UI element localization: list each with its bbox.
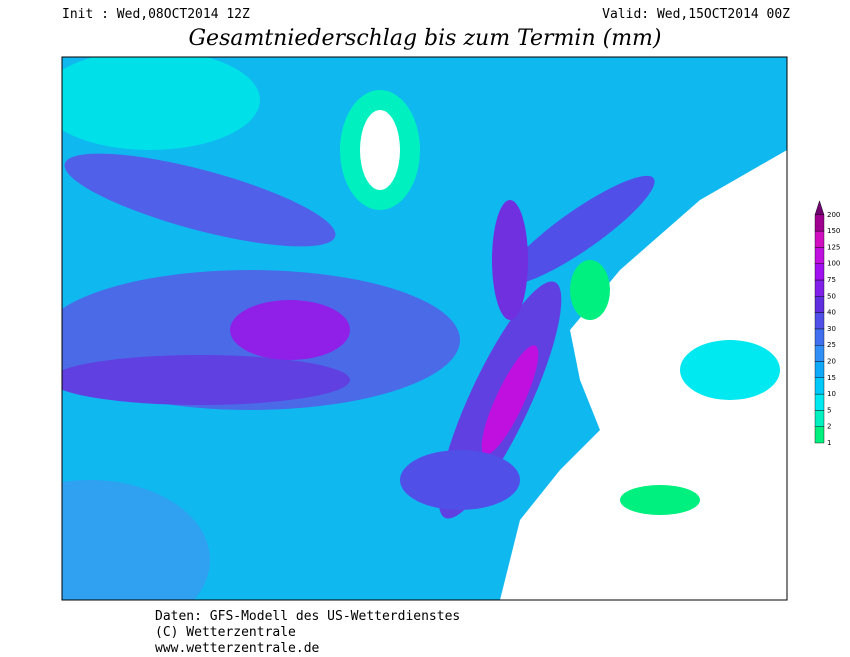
colorbar-segment [814, 410, 825, 427]
init-label: Init : Wed,08OCT2014 12Z [62, 7, 250, 22]
footer-line: (C) Wetterzentrale [155, 625, 296, 640]
colorbar-label: 125 [827, 243, 840, 251]
colorbar-label: 150 [827, 227, 840, 235]
valid-label: Valid: Wed,15OCT2014 00Z [602, 7, 790, 22]
colorbar-label: 100 [827, 260, 840, 268]
colorbar-label: 200 [827, 211, 840, 219]
colorbar-segment [814, 263, 825, 281]
colorbar-label: 40 [827, 309, 836, 317]
colorbar-label: 75 [827, 276, 836, 284]
colorbar-segment [814, 377, 825, 395]
colorbar-cap [814, 200, 825, 216]
colorbar-label: 15 [827, 374, 836, 382]
colorbar-segment [814, 312, 825, 330]
colorbar-segment [814, 230, 825, 248]
colorbar-segment [814, 279, 825, 297]
colorbar-segment [814, 247, 825, 264]
colorbar-label: 30 [827, 325, 836, 333]
colorbar-label: 20 [827, 358, 836, 366]
colorbar-label: 10 [827, 390, 836, 398]
colorbar-label: 25 [827, 341, 836, 349]
colorbar-segment [814, 345, 825, 362]
colorbar-label: 2 [827, 423, 831, 431]
footer-line: www.wetterzentrale.de [155, 641, 320, 656]
colorbar-segment [814, 296, 825, 313]
colorbar-segment [814, 393, 825, 411]
footer-line: Daten: GFS-Modell des US-Wetterdienstes [155, 609, 460, 624]
colorbar-segment [814, 361, 825, 378]
colorbar-label: 5 [827, 406, 831, 414]
map-title: Gesamtniederschlag bis zum Termin (mm) [188, 26, 661, 51]
colorbar-label: 50 [827, 292, 836, 300]
colorbar-segment [814, 214, 825, 232]
map [61, 56, 788, 601]
colorbar-segment [814, 426, 825, 444]
colorbar-label: 1 [827, 439, 831, 447]
colorbar-segment [814, 328, 825, 346]
